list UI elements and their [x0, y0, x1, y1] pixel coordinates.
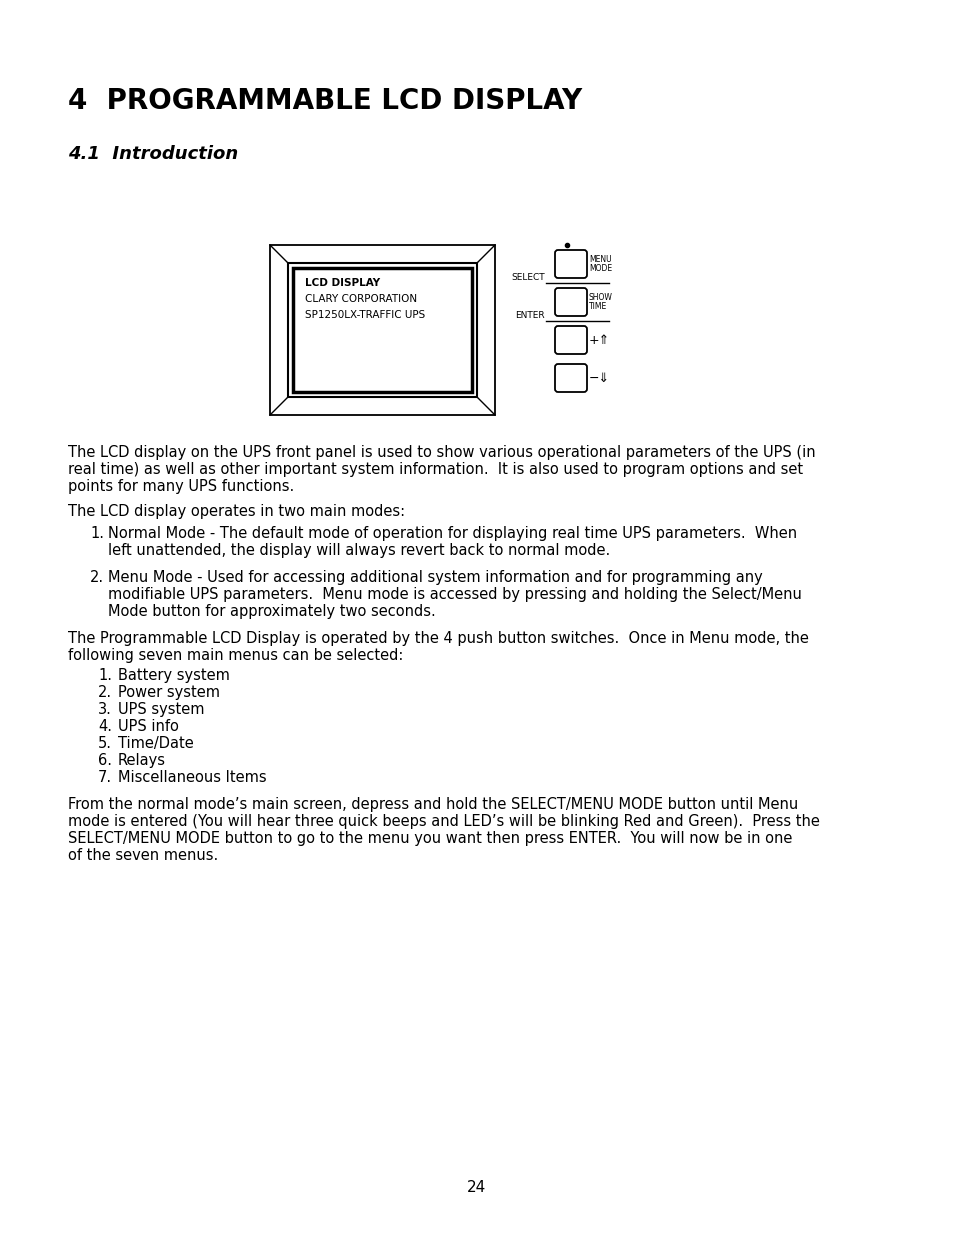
Text: Mode button for approximately two seconds.: Mode button for approximately two second…: [108, 604, 436, 619]
Text: SP1250LX-TRAFFIC UPS: SP1250LX-TRAFFIC UPS: [305, 310, 425, 320]
Text: ENTER: ENTER: [515, 311, 544, 320]
Text: −⇓: −⇓: [588, 372, 609, 384]
Text: Normal Mode - The default mode of operation for displaying real time UPS paramet: Normal Mode - The default mode of operat…: [108, 526, 797, 541]
Text: UPS system: UPS system: [118, 701, 204, 718]
FancyBboxPatch shape: [555, 249, 586, 278]
Text: 7.: 7.: [98, 769, 112, 785]
Text: of the seven menus.: of the seven menus.: [68, 848, 218, 863]
Text: SELECT: SELECT: [511, 273, 544, 282]
Text: 2.: 2.: [90, 571, 104, 585]
Text: Relays: Relays: [118, 753, 166, 768]
Text: MENU
MODE: MENU MODE: [588, 254, 612, 273]
Text: +⇑: +⇑: [588, 333, 610, 347]
Text: The LCD display on the UPS front panel is used to show various operational param: The LCD display on the UPS front panel i…: [68, 445, 815, 459]
Text: following seven main menus can be selected:: following seven main menus can be select…: [68, 648, 403, 663]
Text: modifiable UPS parameters.  Menu mode is accessed by pressing and holding the Se: modifiable UPS parameters. Menu mode is …: [108, 587, 801, 601]
Text: Menu Mode - Used for accessing additional system information and for programming: Menu Mode - Used for accessing additiona…: [108, 571, 762, 585]
FancyBboxPatch shape: [555, 288, 586, 316]
Text: From the normal mode’s main screen, depress and hold the SELECT/MENU MODE button: From the normal mode’s main screen, depr…: [68, 797, 798, 811]
Polygon shape: [288, 263, 476, 396]
Text: 3.: 3.: [98, 701, 112, 718]
Text: Power system: Power system: [118, 685, 220, 700]
Text: The LCD display operates in two main modes:: The LCD display operates in two main mod…: [68, 504, 405, 519]
Text: UPS info: UPS info: [118, 719, 179, 734]
Text: left unattended, the display will always revert back to normal mode.: left unattended, the display will always…: [108, 543, 610, 558]
Text: 4.: 4.: [98, 719, 112, 734]
Text: 24: 24: [467, 1179, 486, 1195]
Polygon shape: [270, 245, 495, 415]
Text: CLARY CORPORATION: CLARY CORPORATION: [305, 294, 416, 304]
Text: Miscellaneous Items: Miscellaneous Items: [118, 769, 266, 785]
Polygon shape: [293, 268, 472, 391]
Text: The Programmable LCD Display is operated by the 4 push button switches.  Once in: The Programmable LCD Display is operated…: [68, 631, 808, 646]
Text: Time/Date: Time/Date: [118, 736, 193, 751]
FancyBboxPatch shape: [555, 364, 586, 391]
Text: real time) as well as other important system information.  It is also used to pr: real time) as well as other important sy…: [68, 462, 802, 477]
Text: SELECT/MENU MODE button to go to the menu you want then press ENTER.  You will n: SELECT/MENU MODE button to go to the men…: [68, 831, 792, 846]
Text: points for many UPS functions.: points for many UPS functions.: [68, 479, 294, 494]
Text: 1.: 1.: [90, 526, 104, 541]
FancyBboxPatch shape: [555, 326, 586, 354]
Text: LCD DISPLAY: LCD DISPLAY: [305, 278, 379, 288]
Text: mode is entered (You will hear three quick beeps and LED’s will be blinking Red : mode is entered (You will hear three qui…: [68, 814, 819, 829]
Text: SHOW
TIME: SHOW TIME: [588, 293, 612, 311]
Text: 6.: 6.: [98, 753, 112, 768]
Text: Battery system: Battery system: [118, 668, 230, 683]
Text: 1.: 1.: [98, 668, 112, 683]
Text: 2.: 2.: [98, 685, 112, 700]
Text: 4  PROGRAMMABLE LCD DISPLAY: 4 PROGRAMMABLE LCD DISPLAY: [68, 86, 581, 115]
Text: 4.1  Introduction: 4.1 Introduction: [68, 144, 238, 163]
Text: 5.: 5.: [98, 736, 112, 751]
